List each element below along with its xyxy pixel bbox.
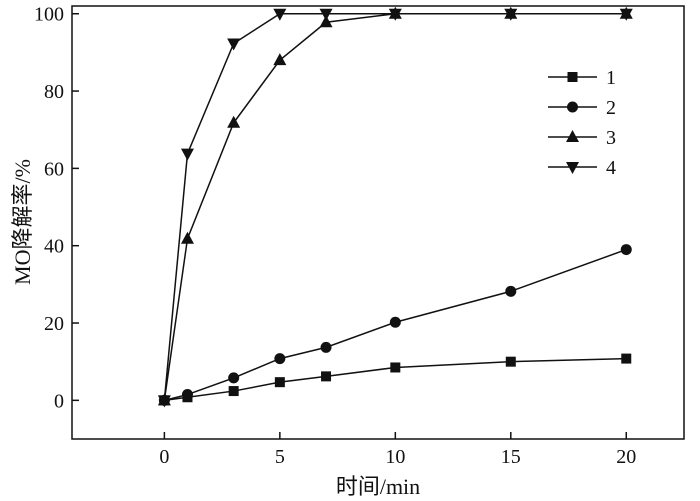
data-point — [321, 371, 332, 382]
plot-frame — [71, 5, 685, 440]
data-point — [180, 231, 194, 244]
series-4 — [157, 8, 633, 408]
series-line — [164, 248, 627, 402]
y-tick-label: 0 — [54, 390, 64, 412]
legend-label: 4 — [606, 157, 616, 179]
legend-entry-1: 1 — [548, 67, 616, 89]
data-point — [504, 8, 518, 21]
legend-entry-2: 2 — [548, 97, 616, 119]
series-line — [164, 357, 627, 402]
data-point — [274, 377, 285, 388]
legend-label: 2 — [606, 97, 616, 119]
axis-ticks: 0 5 10 15 20 0 20 40 60 80 100 — [34, 4, 636, 468]
x-tick-label: 0 — [159, 446, 169, 468]
data-point — [320, 341, 332, 353]
y-tick-label: 20 — [44, 313, 64, 335]
data-point — [389, 316, 401, 328]
x-axis-label: 时间/min — [336, 474, 420, 499]
data-point — [619, 8, 633, 21]
data-point — [180, 148, 194, 161]
legend-marker — [567, 72, 578, 82]
y-tick-label: 80 — [44, 81, 64, 103]
data-point — [505, 285, 517, 297]
data-point — [274, 353, 286, 365]
legend-marker — [566, 162, 579, 174]
y-axis-label: MO降解率/% — [10, 159, 35, 285]
data-point — [505, 356, 516, 367]
data-point — [390, 362, 401, 373]
x-tick-label: 5 — [275, 446, 285, 468]
y-tick-label: 40 — [44, 236, 64, 258]
data-point — [620, 244, 632, 256]
series-group — [157, 6, 633, 408]
x-tick-label: 15 — [501, 446, 521, 468]
data-point — [273, 8, 287, 21]
data-point — [621, 353, 632, 364]
data-point — [228, 386, 239, 397]
legend-entry-4: 4 — [548, 157, 616, 179]
data-point — [157, 395, 171, 408]
x-tick-label: 20 — [616, 446, 636, 468]
data-point — [388, 8, 402, 21]
series-line — [163, 12, 627, 401]
data-point — [319, 8, 333, 21]
y-tick-label: 60 — [44, 158, 64, 180]
data-point — [181, 389, 193, 401]
x-tick-label: 10 — [385, 446, 405, 468]
y-tick-label: 100 — [34, 4, 64, 26]
legend-label: 1 — [606, 67, 616, 89]
data-point — [227, 38, 241, 51]
legend-marker — [567, 101, 578, 113]
data-point — [319, 15, 333, 28]
legend-label: 3 — [606, 127, 616, 149]
legend-entry-3: 3 — [548, 127, 616, 149]
legend: 1 2 3 4 — [548, 67, 616, 179]
data-point — [228, 372, 240, 384]
series-line — [163, 12, 627, 401]
data-point — [227, 115, 241, 128]
data-point — [273, 53, 287, 66]
series-2 — [158, 244, 632, 406]
series-3 — [157, 6, 633, 406]
legend-marker — [566, 130, 579, 142]
